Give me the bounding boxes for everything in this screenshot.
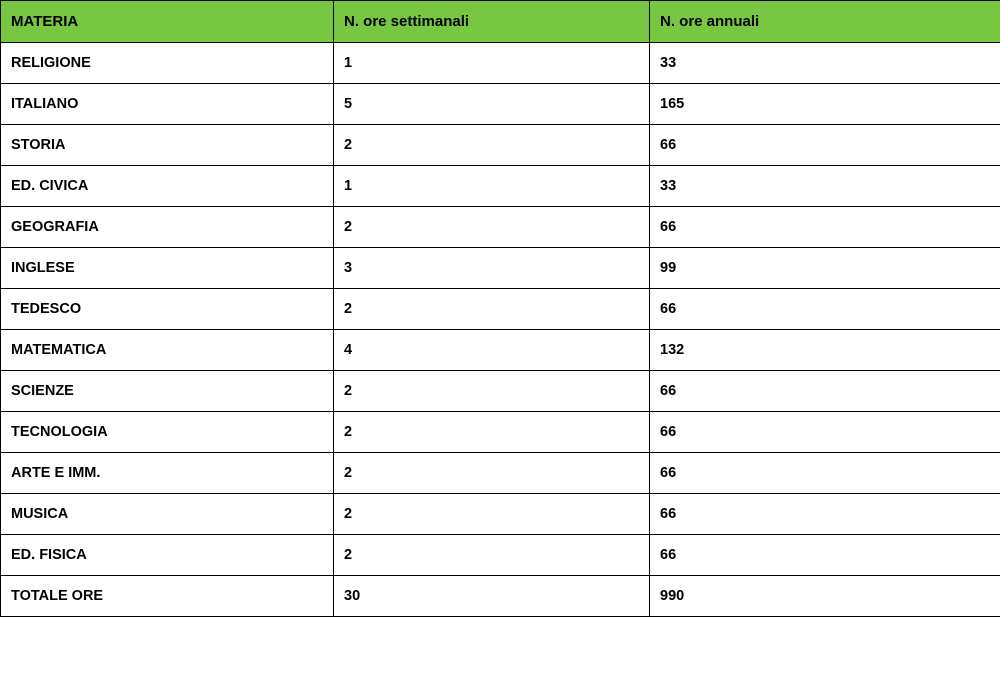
table-row: ED. CIVICA 1 33	[1, 166, 1000, 207]
cell-materia: GEOGRAFIA	[1, 207, 334, 248]
cell-settimanali: 1	[334, 166, 650, 207]
table-row-total: TOTALE ORE 30 990	[1, 576, 1000, 617]
cell-materia: SCIENZE	[1, 371, 334, 412]
table-row: MUSICA 2 66	[1, 494, 1000, 535]
cell-materia: ITALIANO	[1, 84, 334, 125]
hours-table: MATERIA N. ore settimanali N. ore annual…	[0, 0, 1000, 617]
cell-materia: TEDESCO	[1, 289, 334, 330]
cell-settimanali: 2	[334, 207, 650, 248]
col-header-materia: MATERIA	[1, 1, 334, 43]
cell-materia: TOTALE ORE	[1, 576, 334, 617]
cell-annuali: 33	[650, 43, 1000, 84]
cell-materia: ED. FISICA	[1, 535, 334, 576]
table-row: STORIA 2 66	[1, 125, 1000, 166]
cell-materia: STORIA	[1, 125, 334, 166]
table-body: RELIGIONE 1 33 ITALIANO 5 165 STORIA 2 6…	[1, 43, 1000, 617]
cell-settimanali: 2	[334, 412, 650, 453]
cell-settimanali: 2	[334, 289, 650, 330]
cell-annuali: 132	[650, 330, 1000, 371]
col-header-annuali: N. ore annuali	[650, 1, 1000, 43]
cell-settimanali: 30	[334, 576, 650, 617]
cell-annuali: 66	[650, 125, 1000, 166]
cell-settimanali: 4	[334, 330, 650, 371]
cell-annuali: 66	[650, 412, 1000, 453]
table-row: GEOGRAFIA 2 66	[1, 207, 1000, 248]
table-row: ITALIANO 5 165	[1, 84, 1000, 125]
cell-annuali: 33	[650, 166, 1000, 207]
cell-materia: MUSICA	[1, 494, 334, 535]
cell-settimanali: 2	[334, 453, 650, 494]
table-row: ARTE E IMM. 2 66	[1, 453, 1000, 494]
cell-settimanali: 2	[334, 535, 650, 576]
cell-annuali: 990	[650, 576, 1000, 617]
cell-annuali: 66	[650, 535, 1000, 576]
cell-materia: ED. CIVICA	[1, 166, 334, 207]
cell-settimanali: 3	[334, 248, 650, 289]
table-row: TECNOLOGIA 2 66	[1, 412, 1000, 453]
cell-annuali: 66	[650, 371, 1000, 412]
cell-settimanali: 2	[334, 494, 650, 535]
col-header-settimanali: N. ore settimanali	[334, 1, 650, 43]
cell-materia: INGLESE	[1, 248, 334, 289]
cell-materia: ARTE E IMM.	[1, 453, 334, 494]
cell-annuali: 165	[650, 84, 1000, 125]
cell-annuali: 66	[650, 453, 1000, 494]
table-row: ED. FISICA 2 66	[1, 535, 1000, 576]
cell-annuali: 66	[650, 494, 1000, 535]
table-row: RELIGIONE 1 33	[1, 43, 1000, 84]
cell-materia: TECNOLOGIA	[1, 412, 334, 453]
cell-settimanali: 2	[334, 125, 650, 166]
cell-materia: RELIGIONE	[1, 43, 334, 84]
table-row: MATEMATICA 4 132	[1, 330, 1000, 371]
cell-settimanali: 1	[334, 43, 650, 84]
cell-settimanali: 2	[334, 371, 650, 412]
table-row: SCIENZE 2 66	[1, 371, 1000, 412]
table-row: INGLESE 3 99	[1, 248, 1000, 289]
cell-settimanali: 5	[334, 84, 650, 125]
cell-annuali: 66	[650, 207, 1000, 248]
table-header-row: MATERIA N. ore settimanali N. ore annual…	[1, 1, 1000, 43]
cell-annuali: 66	[650, 289, 1000, 330]
cell-annuali: 99	[650, 248, 1000, 289]
cell-materia: MATEMATICA	[1, 330, 334, 371]
table-row: TEDESCO 2 66	[1, 289, 1000, 330]
